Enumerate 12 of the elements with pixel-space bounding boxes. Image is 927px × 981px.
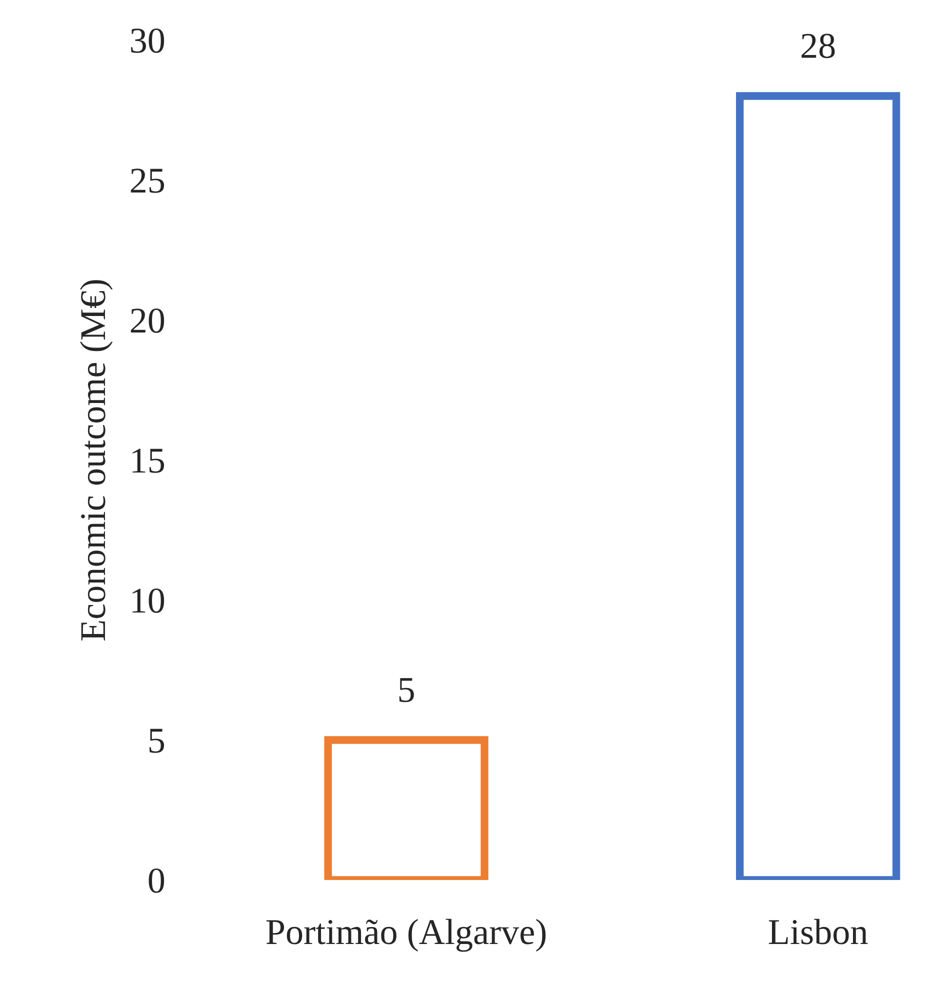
data-label: 28: [802, 34, 835, 58]
y-tick-label: 15: [132, 448, 164, 473]
y-tick-label: 25: [130, 168, 164, 193]
x-tick-label: Lisbon: [768, 918, 868, 944]
y-tick-label: 30: [131, 28, 164, 53]
data-label: 5: [399, 678, 414, 702]
y-tick-label: 20: [130, 308, 164, 333]
y-tick-label: 5: [149, 728, 164, 753]
y-axis-title: Economic outcome (M€): [80, 280, 113, 640]
y-tick-label: 0: [148, 868, 164, 893]
y-tick-label: 10: [132, 588, 164, 613]
x-tick-label: Portimão (Algarve): [266, 918, 546, 952]
